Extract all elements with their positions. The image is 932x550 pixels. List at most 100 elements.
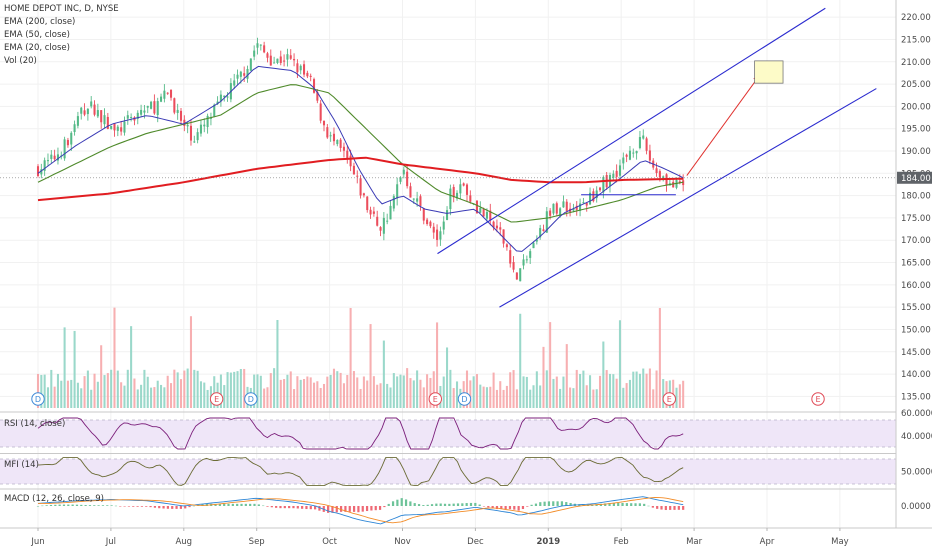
volume-bar	[103, 375, 106, 408]
volume-bar	[299, 379, 302, 408]
macd-histogram-bar	[361, 506, 364, 512]
volume-bar	[93, 373, 96, 408]
volume-bar	[229, 372, 232, 408]
volume-bar	[452, 388, 455, 408]
candle-body	[598, 187, 602, 191]
macd-histogram-bar	[669, 506, 672, 510]
volume-bar	[173, 369, 176, 408]
volume-bar	[80, 388, 83, 408]
volume-bar	[150, 387, 153, 408]
volume-bar	[582, 370, 585, 408]
channel-upper-line	[437, 7, 826, 255]
macd-histogram-bar	[266, 506, 269, 507]
volume-bar	[36, 373, 40, 408]
volume-bar	[392, 373, 395, 408]
candle-body	[332, 133, 336, 142]
time-tick-label: Apr	[760, 537, 775, 547]
macd-histogram-bar	[223, 503, 226, 506]
volume-bar	[655, 370, 658, 408]
event-marker-circle[interactable]	[811, 392, 825, 406]
candle-body	[359, 178, 362, 196]
candle-body	[529, 251, 532, 258]
candle-body	[396, 184, 399, 199]
macd-histogram-bar	[327, 506, 330, 513]
volume-bar	[522, 376, 525, 408]
volume-bar	[492, 372, 495, 408]
volume-bar	[259, 375, 262, 408]
candle-body	[279, 56, 282, 63]
volume-bar	[442, 376, 445, 408]
candle-body	[459, 184, 462, 194]
candle-body	[645, 138, 648, 151]
event-marker-circle[interactable]	[457, 392, 472, 406]
candle-body	[196, 132, 199, 141]
candle-body	[56, 154, 59, 161]
macd-histogram-bar	[539, 502, 542, 506]
volume-bar	[76, 382, 79, 408]
price-tick-label: 140.00	[901, 370, 931, 380]
volume-bar	[236, 371, 239, 408]
volume-bar	[106, 373, 109, 408]
volume-bar	[276, 320, 279, 408]
volume-bar	[495, 389, 498, 408]
event-marker-circle[interactable]	[209, 392, 224, 406]
volume-bar	[525, 376, 528, 408]
macd-histogram-bar	[270, 506, 273, 508]
volume-bar	[519, 313, 522, 408]
candle-body	[532, 242, 535, 249]
event-marker-circle[interactable]	[244, 392, 258, 406]
candle-body	[73, 124, 76, 133]
macd-histogram-bar	[365, 506, 369, 512]
trend-drawings[interactable]	[0, 7, 896, 308]
macd-histogram-bar	[612, 502, 615, 506]
rsi-line	[37, 417, 684, 450]
event-marker-circle[interactable]	[662, 392, 677, 406]
candle-body	[509, 250, 512, 264]
macd-histogram-bar	[344, 506, 347, 512]
event-marker-circle[interactable]	[31, 392, 45, 406]
legend: HOME DEPOT INC, D, NYSE EMA (200, close)…	[4, 4, 119, 504]
macd-histogram-bar	[145, 506, 148, 507]
macd-histogram-bar	[482, 506, 486, 507]
candle-body	[96, 110, 99, 117]
candle-body	[249, 58, 252, 71]
volume-bar	[120, 382, 123, 408]
volume-bar	[529, 389, 532, 408]
price-tick-label: 220.00	[901, 13, 931, 23]
time-tick-label: 2019	[536, 537, 560, 547]
price-tick-label: 200.00	[901, 102, 931, 112]
candle-body	[575, 205, 578, 210]
candle-body	[266, 53, 269, 58]
candle-body	[179, 110, 183, 121]
volume-bar	[499, 381, 502, 408]
macd-histogram-bar	[283, 506, 286, 509]
candle-body	[522, 259, 525, 266]
volume-bar	[66, 380, 69, 408]
macd-histogram-bar	[517, 506, 520, 511]
volume-bar	[146, 376, 149, 408]
volume-bar	[532, 385, 535, 408]
macd-histogram-bar	[608, 503, 611, 506]
candle-body	[289, 55, 292, 59]
volume-bar	[489, 386, 492, 408]
candle-body	[342, 146, 345, 151]
event-marker-label: D	[248, 395, 254, 404]
volume-bar	[555, 376, 558, 408]
candle-body	[635, 151, 638, 154]
macd-histogram-bar	[249, 503, 252, 506]
volume-bar	[455, 381, 459, 408]
candle-body	[336, 139, 339, 145]
volume-bar	[203, 382, 206, 408]
volume-bar	[379, 383, 382, 408]
time-tick-label: Aug	[175, 537, 192, 547]
volume-bar	[515, 389, 518, 408]
event-marker-circle[interactable]	[428, 392, 443, 406]
channel-lower-line	[499, 88, 877, 308]
macd-histogram-bar	[469, 502, 473, 506]
volume-bar	[612, 374, 615, 408]
macd-histogram-bar	[253, 503, 256, 506]
macd-label: MACD (12, 26, close, 9)	[4, 494, 104, 504]
legend-ema50: EMA (50, close)	[4, 30, 70, 40]
macd-histogram-bar	[387, 503, 390, 506]
